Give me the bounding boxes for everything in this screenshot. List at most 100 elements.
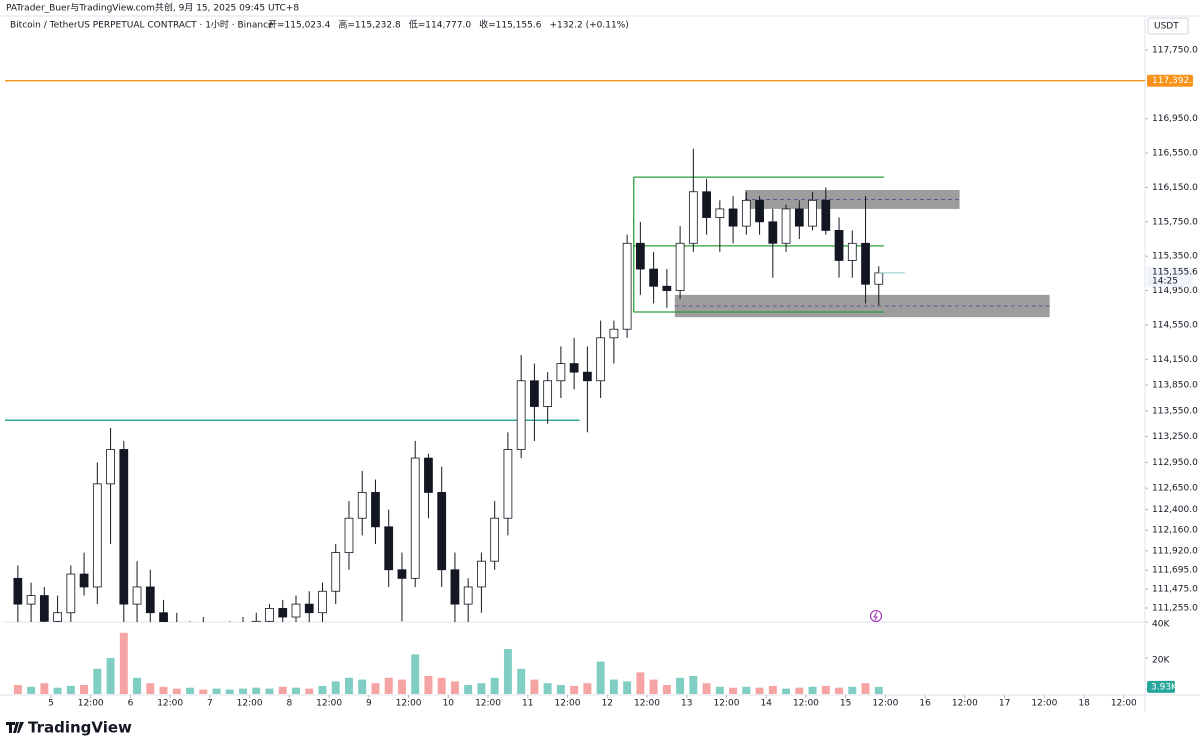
volume-bar — [66, 685, 75, 694]
candle-body — [213, 634, 221, 638]
volume-bar — [636, 672, 645, 694]
candle-body — [463, 586, 473, 605]
y-tick-label: 112,650.0 — [1152, 484, 1198, 494]
currency[interactable]: USDT — [1154, 22, 1179, 32]
candle-body — [715, 208, 725, 218]
candle-body — [304, 603, 314, 614]
candle-body — [490, 517, 500, 562]
volume-bar — [543, 683, 552, 694]
y-tick-label: 116,950.0 — [1152, 114, 1198, 124]
x-tick-label: 12:00 — [634, 699, 660, 709]
x-tick-label: 14 — [760, 699, 772, 709]
volume-bar — [331, 681, 340, 694]
lightning-icon[interactable] — [870, 610, 882, 622]
volume-bar — [397, 679, 406, 694]
volume-bar — [742, 686, 751, 694]
volume-bar — [702, 683, 711, 694]
candle-body — [291, 603, 301, 618]
candle-body — [768, 221, 778, 244]
volume-bar — [583, 683, 592, 694]
y-tick-label: 112,950.0 — [1152, 458, 1198, 468]
candle-body — [530, 380, 539, 407]
volume-bar — [265, 688, 274, 694]
last-volume-box — [1147, 680, 1175, 693]
candle-body — [781, 208, 791, 244]
candle-body — [39, 595, 49, 622]
candle-body — [503, 449, 513, 519]
candle-body — [702, 191, 711, 218]
volume-bar — [80, 685, 89, 694]
candle-body — [834, 230, 844, 261]
alert-label-box — [1147, 74, 1193, 87]
volume-bar — [623, 681, 632, 694]
volume-bar — [795, 687, 804, 694]
candle-body — [199, 630, 207, 639]
volume-bar — [556, 685, 565, 694]
candle-body — [173, 630, 181, 639]
y-tick-label: 115,350.0 — [1152, 252, 1198, 262]
volume-bar — [225, 689, 234, 694]
volume-bar — [689, 676, 698, 694]
y-tick-label: 112,400.0 — [1152, 505, 1198, 515]
candle-body — [596, 337, 606, 382]
candle-body — [278, 608, 288, 618]
candle-body — [79, 573, 89, 588]
y-tick-label: 117,750.0 — [1152, 45, 1198, 55]
volume-bar — [292, 687, 300, 694]
candle-body — [543, 380, 553, 407]
candle-body — [649, 268, 658, 287]
candle-body — [424, 457, 433, 493]
attribution: PATrader_Buer与TradingView.com共创, 9月 15, … — [6, 2, 299, 14]
volume-bar — [848, 686, 857, 694]
ohlc-value: 高=115,232.8 — [338, 19, 401, 31]
candle-body — [331, 552, 341, 592]
volume-bar — [835, 687, 844, 694]
volume-bar — [490, 677, 499, 694]
alert-label: 117,392.5 — [1152, 76, 1198, 86]
candle-body — [477, 560, 486, 588]
volume-bar — [676, 677, 685, 694]
volume-tick-label: 20K — [1152, 656, 1170, 666]
candle-body — [861, 242, 870, 285]
volume-bar — [252, 687, 261, 694]
volume-bar — [424, 676, 433, 694]
candle-body — [450, 569, 460, 605]
countdown: 14:25 — [1152, 276, 1178, 286]
volume-bar — [371, 683, 380, 694]
volume-bar — [119, 632, 128, 694]
candle-body — [132, 586, 142, 605]
volume-bar — [93, 668, 102, 694]
y-tick-label: 113,850.0 — [1152, 381, 1198, 391]
volume-bar — [464, 685, 473, 694]
x-tick-label: 13 — [681, 699, 692, 709]
last-price-label: 115,155.6 — [1152, 267, 1198, 277]
currency-box[interactable] — [1147, 17, 1189, 35]
candle-body — [609, 328, 619, 339]
ohlc-value: +132.2 (+0.11%) — [549, 21, 628, 31]
x-tick-label: 12:00 — [952, 699, 978, 709]
volume-pane — [13, 632, 883, 694]
candle-body — [635, 242, 645, 270]
candle-body — [13, 577, 23, 605]
x-tick-label: 12:00 — [713, 699, 739, 709]
x-tick-label: 12:00 — [872, 699, 898, 709]
y-tick-label: 114,550.0 — [1152, 320, 1198, 330]
candle-body — [556, 363, 566, 382]
candle-body — [583, 371, 592, 382]
x-tick-label: 12:00 — [396, 699, 422, 709]
volume-bar — [212, 688, 221, 694]
volume-bar — [596, 661, 605, 694]
y-tick-label: 111,695.0 — [1152, 566, 1198, 576]
candle-body — [92, 483, 102, 588]
x-tick-label: 12:00 — [1111, 699, 1137, 709]
volume-bar — [450, 681, 459, 694]
candle-body — [26, 595, 36, 605]
x-tick-label: 9 — [366, 699, 372, 709]
volume-bar — [530, 679, 539, 694]
volume-bar — [27, 686, 36, 694]
candle-body — [874, 272, 884, 285]
volume-bar — [40, 683, 49, 694]
volume-bar — [384, 677, 393, 694]
candle-body — [675, 242, 685, 291]
